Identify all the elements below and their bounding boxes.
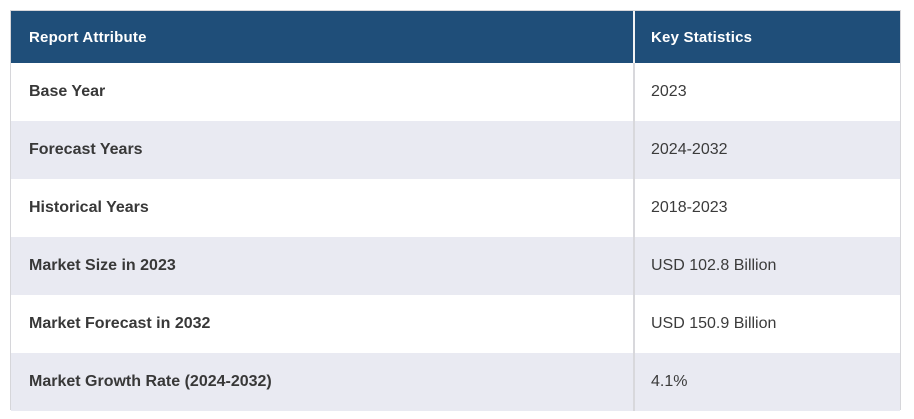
value-cell: USD 102.8 Billion (651, 257, 777, 274)
attribute-cell: Market Forecast in 2032 (11, 295, 635, 353)
report-statistics-table: Report Attribute Key Statistics Base Yea… (10, 10, 901, 411)
value-cell: 2024-2032 (651, 141, 728, 158)
column-header-key-statistics: Key Statistics (651, 28, 753, 46)
value-cell: 2018-2023 (651, 199, 728, 216)
table-row: Forecast Years 2024-2032 (11, 121, 900, 179)
column-header-report-attribute: Report Attribute (11, 11, 635, 63)
value-cell: 4.1% (651, 373, 688, 390)
value-cell: USD 150.9 Billion (651, 315, 777, 332)
attribute-cell: Forecast Years (11, 121, 635, 179)
table-header-row: Report Attribute Key Statistics (11, 11, 900, 63)
attribute-cell: Base Year (11, 63, 635, 121)
attribute-cell: Historical Years (11, 179, 635, 237)
table-row: Market Size in 2023 USD 102.8 Billion (11, 237, 900, 295)
table-row: Base Year 2023 (11, 63, 900, 121)
attribute-cell: Market Growth Rate (2024-2032) (11, 353, 635, 411)
table-row: Market Growth Rate (2024-2032) 4.1% (11, 353, 900, 411)
value-cell: 2023 (651, 83, 687, 100)
table-row: Historical Years 2018-2023 (11, 179, 900, 237)
table-row: Market Forecast in 2032 USD 150.9 Billio… (11, 295, 900, 353)
attribute-cell: Market Size in 2023 (11, 237, 635, 295)
